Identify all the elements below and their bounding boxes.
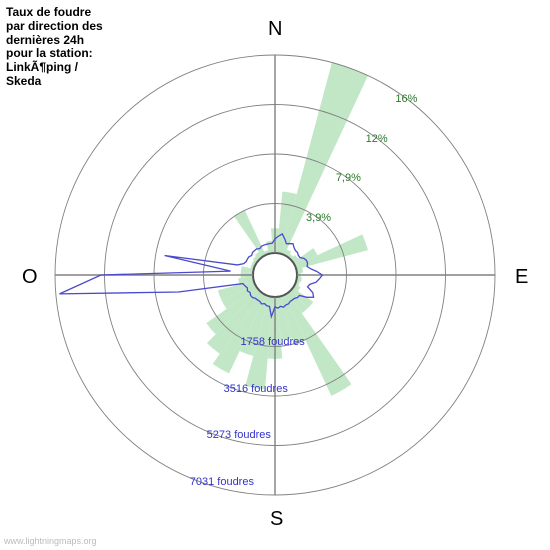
ring-label-green-1: 7,9% — [336, 172, 361, 184]
cardinal-s: S — [270, 508, 283, 531]
ring-label-blue-0: 1758 foudres — [241, 336, 305, 348]
ring-label-blue-1: 3516 foudres — [224, 383, 288, 395]
cardinal-n: N — [268, 18, 282, 41]
chart-title: Taux de foudre par direction des dernièr… — [6, 6, 106, 89]
ring-label-green-0: 3,9% — [306, 212, 331, 224]
cardinal-e: E — [515, 266, 528, 289]
ring-label-blue-2: 5273 foudres — [207, 429, 271, 441]
ring-label-green-2: 12% — [366, 133, 388, 145]
cardinal-o: O — [22, 266, 38, 289]
attribution: www.lightningmaps.org — [4, 536, 97, 546]
ring-label-green-3: 16% — [395, 93, 417, 105]
ring-label-blue-3: 7031 foudres — [190, 476, 254, 488]
